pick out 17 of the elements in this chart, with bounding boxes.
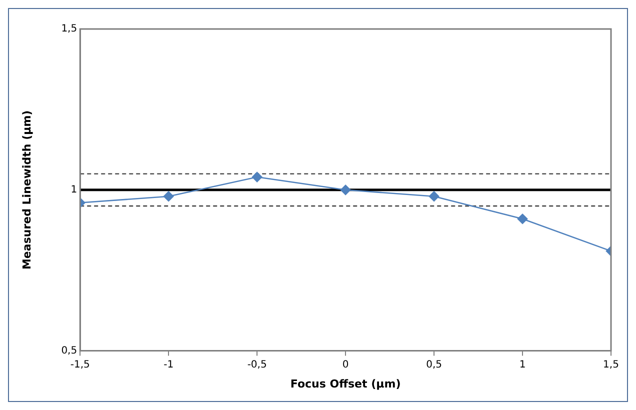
x-tick-label: -1 — [164, 359, 174, 370]
y-tick-label: 1,5 — [61, 24, 78, 35]
y-axis-title: Measured Linewidth (µm) — [20, 110, 34, 270]
point — [163, 191, 174, 202]
point — [252, 172, 262, 182]
point — [428, 191, 440, 202]
x-tick-label: 0 — [342, 359, 349, 370]
x-tick-label: 1 — [519, 359, 526, 370]
y-tick-label: 1 — [70, 184, 78, 196]
x-tick-label: -0,5 — [247, 359, 267, 370]
point — [340, 184, 351, 196]
x-tick-label: 1,5 — [603, 359, 619, 370]
x-tick-label: 0,5 — [426, 359, 442, 370]
x-tick-label: -1,5 — [70, 359, 90, 370]
point — [517, 214, 528, 224]
x-axis-title: Focus Offset (µm) — [290, 377, 401, 390]
y-tick-label: 0,5 — [61, 345, 78, 356]
